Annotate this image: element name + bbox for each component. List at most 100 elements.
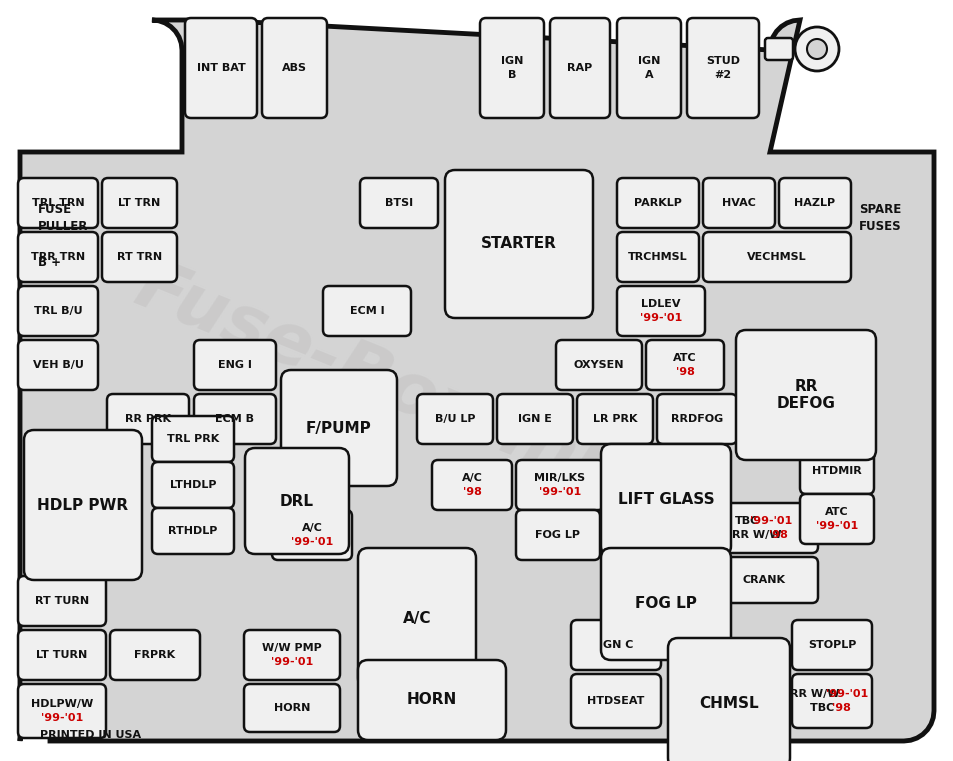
- Text: ECM B: ECM B: [215, 414, 254, 424]
- Text: HVAC: HVAC: [721, 198, 755, 208]
- Text: CRANK: CRANK: [741, 575, 784, 585]
- FancyBboxPatch shape: [416, 394, 493, 444]
- Text: LT TURN: LT TURN: [36, 650, 88, 660]
- Text: RR W/W'98: RR W/W'98: [729, 530, 798, 540]
- FancyBboxPatch shape: [667, 638, 789, 761]
- FancyBboxPatch shape: [516, 510, 599, 560]
- Text: '99-'01: '99-'01: [41, 713, 83, 723]
- Circle shape: [806, 39, 826, 59]
- Text: #2: #2: [714, 70, 731, 80]
- Text: FRPRK: FRPRK: [134, 650, 175, 660]
- Text: VEH B/U: VEH B/U: [32, 360, 83, 370]
- Text: IGN E: IGN E: [517, 414, 552, 424]
- Text: LIFT GLASS: LIFT GLASS: [617, 492, 714, 508]
- FancyBboxPatch shape: [432, 460, 512, 510]
- FancyBboxPatch shape: [152, 462, 233, 508]
- FancyBboxPatch shape: [152, 508, 233, 554]
- Text: IGN: IGN: [500, 56, 522, 66]
- Text: LTHDLP: LTHDLP: [170, 480, 216, 490]
- FancyBboxPatch shape: [779, 178, 850, 228]
- FancyBboxPatch shape: [281, 370, 396, 486]
- FancyBboxPatch shape: [107, 394, 189, 444]
- FancyBboxPatch shape: [571, 620, 660, 670]
- FancyBboxPatch shape: [791, 620, 871, 670]
- FancyBboxPatch shape: [323, 286, 411, 336]
- Text: W/W PMP: W/W PMP: [262, 643, 321, 653]
- Text: '98: '98: [462, 487, 481, 497]
- Text: STUD: STUD: [705, 56, 740, 66]
- Text: HTDMIR: HTDMIR: [811, 466, 861, 476]
- Text: HORN: HORN: [274, 703, 310, 713]
- Text: HTDSEAT: HTDSEAT: [587, 696, 644, 706]
- Text: F/PUMP: F/PUMP: [306, 421, 372, 435]
- Text: '98: '98: [832, 703, 850, 713]
- FancyBboxPatch shape: [800, 494, 873, 544]
- Text: IGN C: IGN C: [598, 640, 633, 650]
- FancyBboxPatch shape: [185, 18, 256, 118]
- Text: '99-'01: '99-'01: [639, 313, 681, 323]
- Text: HDLP PWR: HDLP PWR: [37, 498, 129, 512]
- Text: TBC'99-'01: TBC'99-'01: [730, 516, 797, 526]
- FancyBboxPatch shape: [102, 178, 177, 228]
- FancyBboxPatch shape: [686, 18, 759, 118]
- FancyBboxPatch shape: [245, 448, 349, 554]
- Text: B +: B +: [38, 256, 61, 269]
- FancyBboxPatch shape: [571, 674, 660, 728]
- FancyBboxPatch shape: [600, 444, 730, 556]
- FancyBboxPatch shape: [709, 503, 817, 553]
- Text: OXYSEN: OXYSEN: [573, 360, 623, 370]
- Text: '99-'01: '99-'01: [538, 487, 580, 497]
- Text: RR PRK: RR PRK: [125, 414, 171, 424]
- FancyBboxPatch shape: [550, 18, 609, 118]
- FancyBboxPatch shape: [497, 394, 573, 444]
- FancyBboxPatch shape: [657, 394, 737, 444]
- Text: FUSE
PULLER: FUSE PULLER: [38, 203, 89, 233]
- Polygon shape: [20, 20, 933, 741]
- FancyBboxPatch shape: [110, 630, 200, 680]
- Text: MIR/LKS: MIR/LKS: [534, 473, 585, 483]
- Text: ENG I: ENG I: [218, 360, 252, 370]
- FancyBboxPatch shape: [645, 340, 723, 390]
- Text: A: A: [644, 70, 653, 80]
- Text: B/U LP: B/U LP: [435, 414, 475, 424]
- Text: RR W/W'99-'01: RR W/W'99-'01: [785, 689, 877, 699]
- Text: TRCHMSL: TRCHMSL: [627, 252, 687, 262]
- Text: RAP: RAP: [567, 63, 592, 73]
- Text: ATC: ATC: [824, 507, 848, 517]
- Text: TBC '98: TBC '98: [807, 703, 855, 713]
- Text: LR PRK: LR PRK: [592, 414, 637, 424]
- FancyBboxPatch shape: [702, 232, 850, 282]
- FancyBboxPatch shape: [18, 286, 98, 336]
- Text: FOG LP: FOG LP: [635, 597, 697, 612]
- FancyBboxPatch shape: [262, 18, 327, 118]
- Text: '99-'01: '99-'01: [825, 689, 867, 699]
- Text: RTHDLP: RTHDLP: [168, 526, 217, 536]
- FancyBboxPatch shape: [357, 660, 505, 740]
- Text: TRL B/U: TRL B/U: [33, 306, 82, 316]
- Text: Fuse-Box.inFo: Fuse-Box.inFo: [126, 253, 674, 527]
- FancyBboxPatch shape: [764, 38, 792, 60]
- Text: A/C: A/C: [402, 610, 431, 626]
- FancyBboxPatch shape: [702, 178, 774, 228]
- Text: RR W/W: RR W/W: [789, 689, 839, 699]
- Text: ATC: ATC: [673, 353, 696, 363]
- Text: B: B: [507, 70, 516, 80]
- Text: TRR TRN: TRR TRN: [30, 252, 85, 262]
- Text: SPARE
FUSES: SPARE FUSES: [858, 203, 901, 233]
- Text: RR
DEFOG: RR DEFOG: [776, 379, 835, 411]
- Text: A/C: A/C: [461, 473, 482, 483]
- FancyBboxPatch shape: [18, 684, 106, 738]
- FancyBboxPatch shape: [617, 232, 699, 282]
- FancyBboxPatch shape: [359, 178, 437, 228]
- Text: HDLPW/W: HDLPW/W: [30, 699, 93, 709]
- FancyBboxPatch shape: [791, 674, 871, 728]
- FancyBboxPatch shape: [709, 557, 817, 603]
- Text: '99-'01: '99-'01: [749, 516, 792, 526]
- FancyBboxPatch shape: [617, 178, 699, 228]
- Text: RT TURN: RT TURN: [35, 596, 89, 606]
- Text: RR W/W: RR W/W: [731, 530, 781, 540]
- FancyBboxPatch shape: [600, 548, 730, 660]
- Text: '98: '98: [769, 530, 787, 540]
- FancyBboxPatch shape: [18, 630, 106, 680]
- Text: INT BAT: INT BAT: [196, 63, 245, 73]
